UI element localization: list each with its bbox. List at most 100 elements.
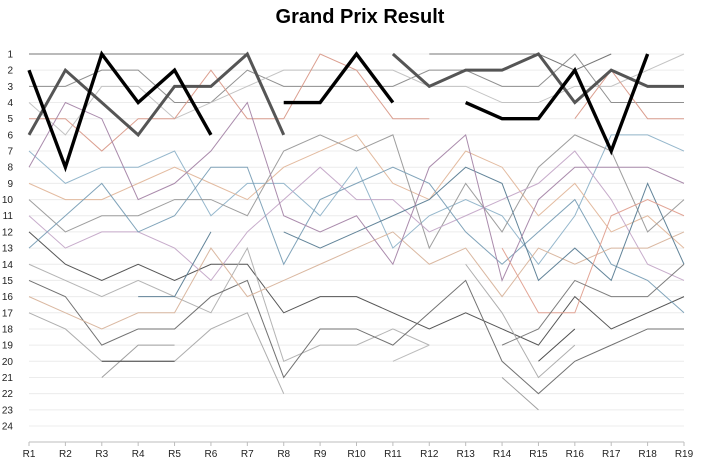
x-tick-label: R10 bbox=[347, 449, 366, 460]
y-tick-label: 22 bbox=[2, 389, 14, 400]
y-tick-label: 7 bbox=[7, 147, 13, 158]
series-line bbox=[28, 134, 685, 250]
series-line bbox=[29, 53, 684, 104]
series-segment bbox=[27, 50, 213, 173]
series-line bbox=[101, 328, 576, 362]
x-tick-label: R3 bbox=[95, 449, 108, 460]
series-layer bbox=[27, 50, 685, 411]
x-tick-label: R19 bbox=[675, 449, 694, 460]
series-segment bbox=[28, 246, 430, 362]
x-tick-label: R5 bbox=[168, 449, 181, 460]
y-tick-label: 23 bbox=[2, 405, 14, 416]
series-segment bbox=[283, 166, 685, 282]
series-line bbox=[28, 134, 685, 266]
series-segment bbox=[501, 377, 539, 411]
y-tick-label: 20 bbox=[2, 357, 14, 368]
x-tick-label: R13 bbox=[456, 449, 475, 460]
x-axis-ticks: R1 R2 R3 R4 R5 R6 R7 R8 R9 R10 R11 R12 R13 R14 R15 R16 R… bbox=[23, 442, 694, 460]
series-line bbox=[464, 53, 650, 156]
series-segment bbox=[283, 51, 395, 105]
series-line bbox=[501, 263, 685, 346]
series-segment bbox=[574, 69, 684, 120]
y-tick-label: 21 bbox=[2, 373, 14, 384]
x-tick-label: R11 bbox=[384, 449, 402, 460]
series-segment bbox=[28, 231, 685, 346]
series-segment bbox=[392, 344, 430, 362]
series-segment bbox=[538, 328, 576, 362]
series-segment bbox=[28, 134, 685, 250]
x-tick-label: R15 bbox=[529, 449, 548, 460]
series-segment bbox=[138, 231, 212, 298]
series-line bbox=[283, 51, 395, 105]
series-line bbox=[29, 53, 430, 152]
x-tick-label: R12 bbox=[420, 449, 439, 460]
y-tick-label: 14 bbox=[2, 260, 14, 271]
series-line bbox=[28, 231, 685, 330]
series-line bbox=[27, 51, 286, 138]
series-line bbox=[138, 166, 685, 298]
series-line bbox=[28, 166, 685, 314]
y-tick-label: 3 bbox=[7, 82, 13, 93]
x-tick-label: R18 bbox=[638, 449, 657, 460]
series-segment bbox=[29, 53, 430, 152]
y-tick-label: 17 bbox=[2, 308, 14, 319]
y-tick-label: 10 bbox=[2, 195, 14, 206]
series-segment bbox=[429, 53, 612, 71]
y-tick-label: 5 bbox=[7, 114, 13, 125]
series-segment bbox=[464, 53, 650, 156]
y-tick-label: 12 bbox=[2, 227, 14, 238]
series-line bbox=[28, 101, 685, 282]
x-tick-label: R7 bbox=[241, 449, 254, 460]
y-tick-label: 16 bbox=[2, 292, 14, 303]
y-tick-label: 9 bbox=[7, 179, 13, 190]
series-line bbox=[27, 50, 213, 173]
series-segment bbox=[391, 52, 684, 105]
x-tick-label: R2 bbox=[59, 449, 72, 460]
y-tick-label: 24 bbox=[2, 422, 14, 433]
y-tick-label: 13 bbox=[2, 244, 14, 255]
series-segment bbox=[28, 312, 285, 394]
y-tick-label: 4 bbox=[7, 98, 13, 109]
series-segment bbox=[28, 134, 685, 266]
series-segment bbox=[28, 279, 684, 395]
series-segment bbox=[29, 53, 684, 104]
series-line bbox=[101, 344, 539, 411]
y-tick-label: 11 bbox=[3, 211, 14, 222]
series-segment bbox=[28, 101, 685, 282]
series-segment bbox=[465, 263, 576, 379]
series-line bbox=[391, 52, 684, 105]
series-segment bbox=[28, 166, 685, 314]
series-segment bbox=[101, 344, 175, 378]
series-segment bbox=[28, 231, 685, 330]
series-line bbox=[501, 199, 685, 314]
series-segment bbox=[501, 263, 685, 346]
x-tick-label: R1 bbox=[23, 449, 36, 460]
y-tick-label: 8 bbox=[7, 163, 13, 174]
y-tick-label: 1 bbox=[7, 50, 13, 61]
series-segment bbox=[28, 134, 685, 249]
y-tick-label: 18 bbox=[2, 324, 14, 335]
series-segment bbox=[27, 51, 286, 138]
x-tick-label: R14 bbox=[493, 449, 512, 460]
series-line bbox=[29, 53, 612, 71]
x-tick-label: R4 bbox=[132, 449, 145, 460]
series-line bbox=[392, 344, 430, 362]
x-tick-label: R8 bbox=[277, 449, 290, 460]
y-tick-label: 2 bbox=[7, 66, 13, 77]
x-tick-label: R17 bbox=[602, 449, 621, 460]
series-segment bbox=[501, 199, 685, 314]
y-tick-label: 15 bbox=[2, 276, 14, 287]
x-tick-label: R6 bbox=[205, 449, 218, 460]
series-line bbox=[28, 279, 684, 395]
series-line bbox=[574, 69, 684, 120]
y-tick-label: 6 bbox=[7, 130, 13, 141]
x-tick-label: R9 bbox=[314, 449, 327, 460]
series-line bbox=[28, 246, 430, 362]
series-line bbox=[28, 134, 685, 249]
y-tick-label: 19 bbox=[2, 341, 14, 352]
x-tick-label: R16 bbox=[566, 449, 585, 460]
series-line bbox=[28, 231, 685, 346]
chart-title: Grand Prix Result bbox=[275, 6, 445, 28]
